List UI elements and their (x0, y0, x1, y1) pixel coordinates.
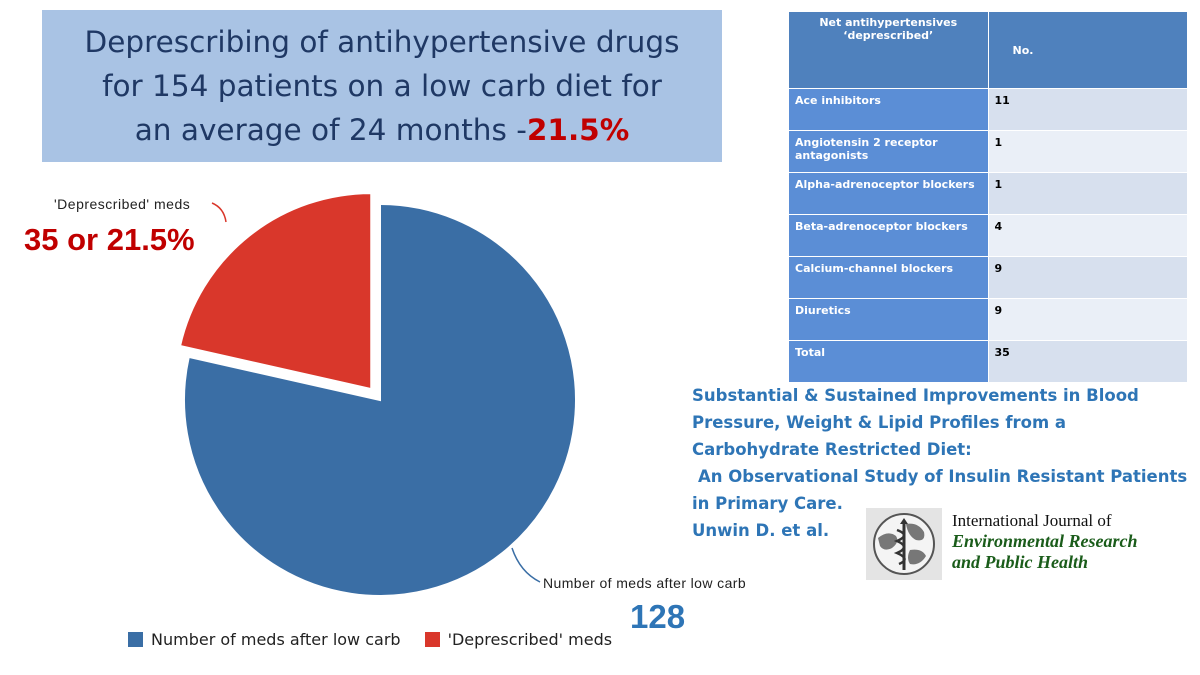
table-row-total: Total 35 (788, 340, 1188, 383)
table-header-no: No. (987, 11, 1188, 89)
after-value: 128 (630, 598, 686, 635)
leader-line-deprescribed (211, 202, 227, 223)
table-cell-name: Alpha-adrenoceptor blockers (788, 172, 989, 215)
table-cell-name: Diuretics (788, 298, 989, 341)
table-header-title: Net antihypertensives ‘deprescribed’ (788, 11, 989, 89)
table-cell-no: 9 (987, 256, 1188, 299)
table-row: Beta-adrenoceptor blockers 4 (788, 214, 1188, 257)
table-header-row: Net antihypertensives ‘deprescribed’ No. (788, 11, 1188, 89)
journal-line-3: and Public Health (952, 552, 1089, 572)
table-cell-name: Beta-adrenoceptor blockers (788, 214, 989, 257)
deprescribed-value: 35 or 21.5% (24, 222, 195, 257)
table-cell-no: 1 (987, 172, 1188, 215)
citation-line-4: An Observational Study of Insulin Resist… (698, 467, 1188, 486)
table-cell-no: 11 (987, 88, 1188, 131)
legend-label-deprescribed: 'Deprescribed' meds (447, 630, 613, 649)
pie-chart (178, 192, 577, 597)
legend-swatch-blue (128, 632, 143, 647)
leader-line-after (511, 547, 541, 583)
title-line-3-text: an average of 24 months - (134, 113, 527, 147)
citation-line-6: Unwin D. et al. (692, 521, 830, 540)
table-cell-name: Total (788, 340, 989, 383)
citation-line-3: Carbohydrate Restricted Diet: (692, 440, 972, 459)
pie-slice-after (183, 202, 577, 597)
citation-line-2: Pressure, Weight & Lipid Profiles from a (692, 413, 1067, 432)
table-row: Calcium-channel blockers 9 (788, 256, 1188, 299)
title-line-3: an average of 24 months -21.5% (135, 108, 630, 152)
after-label: Number of meds after low carb (543, 575, 747, 591)
table-row: Diuretics 9 (788, 298, 1188, 341)
journal-name: International Journal of Environmental R… (952, 510, 1138, 573)
table-cell-name: Ace inhibitors (788, 88, 989, 131)
table-row: Alpha-adrenoceptor blockers 1 (788, 172, 1188, 215)
title-highlight: 21.5% (526, 113, 630, 147)
table-cell-no: 35 (987, 340, 1188, 383)
legend-item-deprescribed: 'Deprescribed' meds (424, 630, 613, 649)
table-cell-no: 9 (987, 298, 1188, 341)
citation-line-5: in Primary Care. (692, 494, 843, 513)
medication-table: Net antihypertensives ‘deprescribed’ No.… (788, 11, 1188, 383)
journal-line-1: International Journal of (952, 511, 1112, 530)
deprescribed-label: 'Deprescribed' meds (54, 196, 191, 212)
table-cell-name: Angiotensin 2 receptor antagonists (788, 130, 989, 173)
journal-logo-icon (866, 508, 942, 580)
citation-line-1: Substantial & Sustained Improvements in … (692, 386, 1139, 405)
pie-slice-deprescribed (178, 192, 373, 391)
table-cell-name: Calcium-channel blockers (788, 256, 989, 299)
title-box: Deprescribing of antihypertensive drugs … (42, 10, 722, 162)
table-cell-no: 1 (987, 130, 1188, 173)
legend-swatch-red (424, 632, 440, 647)
title-line-1: Deprescribing of antihypertensive drugs (84, 25, 680, 59)
legend-label-after: Number of meds after low carb (151, 630, 401, 649)
chart-legend: Number of meds after low carb 'Deprescri… (128, 630, 636, 649)
table-cell-no: 4 (987, 214, 1188, 257)
citation: Substantial & Sustained Improvements in … (692, 382, 1192, 544)
legend-item-after: Number of meds after low carb (128, 630, 401, 649)
table-row: Angiotensin 2 receptor antagonists 1 (788, 130, 1188, 173)
table-row: Ace inhibitors 11 (788, 88, 1188, 131)
journal-line-2: Environmental Research (952, 531, 1138, 551)
title-line-2: for 154 patients on a low carb diet for (102, 69, 662, 103)
